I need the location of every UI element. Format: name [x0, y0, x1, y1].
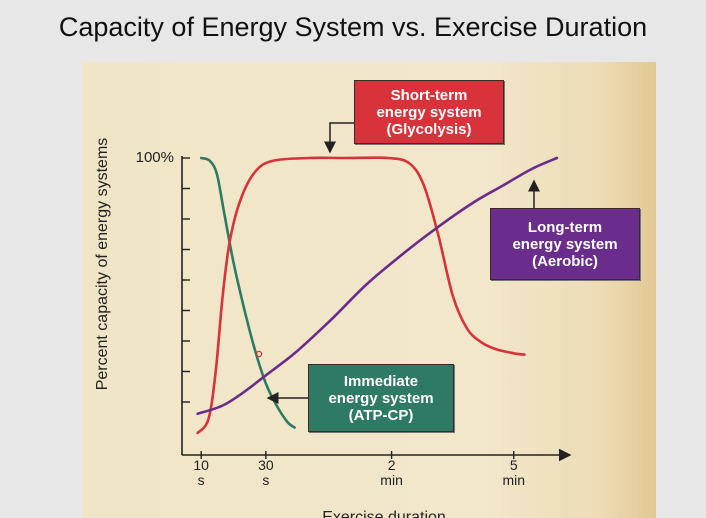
callout-long-term-line3: (Aerobic) — [532, 252, 598, 270]
series-lines — [196, 156, 559, 435]
callout-short-term-line2: energy system — [376, 103, 482, 121]
x-tick-value-3: 5 — [510, 457, 518, 473]
y-ticks — [182, 157, 190, 403]
x-tick-value-1: 30 — [258, 457, 274, 473]
callout-immediate-line3: (ATP-CP) — [348, 406, 414, 424]
chart-figure: Percent capacity of energy systems Exerc… — [82, 62, 656, 518]
x-tick-unit-1: s — [262, 472, 269, 488]
callout-immediate-line1: Immediate — [343, 372, 419, 390]
energy-capacity-chart: Percent capacity of energy systems Exerc… — [94, 122, 572, 518]
callout-long-term: Long-term energy system (Aerobic) — [490, 208, 640, 280]
callout-long-term-line1: Long-term — [527, 218, 603, 236]
page-title: Capacity of Energy System vs. Exercise D… — [58, 12, 648, 42]
callout-short-term: Short-term energy system (Glycolysis) — [354, 80, 504, 144]
x-tick-unit-2: min — [380, 472, 403, 488]
callout-immediate-line2: energy system — [328, 389, 434, 407]
y-tick-label-100: 100% — [136, 149, 174, 166]
series-line-short-term — [196, 156, 526, 435]
short-term-pointer — [324, 122, 354, 154]
series-line-immediate — [199, 156, 296, 429]
callout-immediate: Immediate energy system (ATP-CP) — [308, 364, 454, 432]
callout-short-term-line3: (Glycolysis) — [386, 120, 472, 138]
x-tick-value-2: 2 — [388, 457, 396, 473]
x-axis-label: Exercise duration — [322, 509, 446, 518]
callout-long-term-line2: energy system — [512, 235, 618, 253]
callout-short-term-line1: Short-term — [390, 86, 468, 104]
series-line-long-term — [196, 156, 559, 416]
x-tick-unit-3: min — [502, 472, 525, 488]
x-tick-unit-0: s — [198, 472, 205, 488]
y-axis-label: Percent capacity of energy systems — [94, 138, 111, 391]
x-tick-value-0: 10 — [193, 457, 209, 473]
marker-dot — [255, 350, 263, 358]
